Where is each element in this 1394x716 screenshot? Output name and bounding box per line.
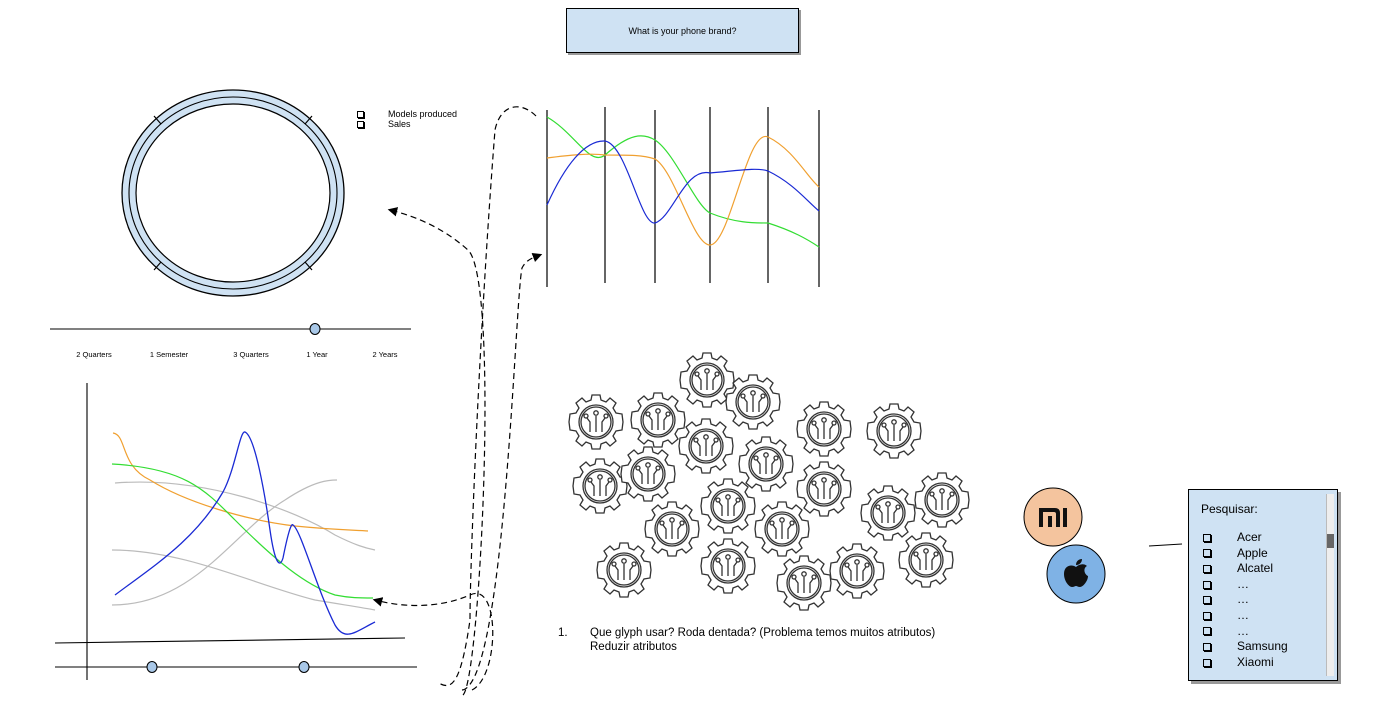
series-orange-line xyxy=(112,432,369,532)
timeline-slider[interactable] xyxy=(45,318,417,342)
parallel-coordinates-chart xyxy=(546,107,820,287)
note-line: Reduzir atributos xyxy=(590,641,677,653)
gear-icon xyxy=(644,501,700,557)
gear-icon xyxy=(860,485,916,541)
note-number: 1. xyxy=(558,627,568,639)
gear-icon xyxy=(678,418,734,474)
checkbox-icon[interactable] xyxy=(1203,549,1211,558)
gear-icon xyxy=(866,403,922,459)
timeline-label[interactable]: 3 Quarters xyxy=(233,350,269,359)
list-item[interactable]: Xiaomi xyxy=(1203,655,1288,671)
gear-icon xyxy=(898,532,954,588)
dashed-arrow xyxy=(372,592,494,691)
list-item[interactable]: … xyxy=(1203,624,1288,640)
checkbox-icon[interactable] xyxy=(357,120,364,128)
series-gray-line xyxy=(114,481,376,551)
question-text: What is your phone brand? xyxy=(628,25,737,36)
gear-icon xyxy=(700,538,756,594)
gear-icon xyxy=(738,436,794,492)
gear-icon xyxy=(725,374,781,430)
note-line: Que glyph usar? Roda dentada? (Problema … xyxy=(590,627,936,639)
legend-item-models[interactable]: Models produced xyxy=(357,109,457,119)
series-blue-line xyxy=(546,140,820,224)
search-panel-title: Pesquisar: xyxy=(1201,502,1258,516)
timeline-label[interactable]: 1 Semester xyxy=(149,350,189,359)
apple-logo[interactable] xyxy=(1046,544,1106,604)
list-item[interactable]: … xyxy=(1203,608,1288,624)
question-box: What is your phone brand? xyxy=(566,8,799,53)
series-gray-line xyxy=(111,549,376,611)
gear-icon xyxy=(630,392,686,448)
checkbox-icon[interactable] xyxy=(1203,627,1211,636)
list-item[interactable]: Acer xyxy=(1203,530,1288,546)
checkbox-icon[interactable] xyxy=(1203,564,1211,573)
gear-icon xyxy=(796,401,852,457)
xiaomi-logo[interactable] xyxy=(1023,487,1083,547)
checkbox-icon[interactable] xyxy=(1203,533,1211,542)
gear-icon xyxy=(796,461,852,517)
checkbox-icon[interactable] xyxy=(1203,580,1211,589)
gear-icon xyxy=(776,555,832,611)
timeline-label[interactable]: 2 Quarters xyxy=(76,350,112,359)
dashed-arrow xyxy=(436,106,537,686)
gear-glyph-cloud xyxy=(568,352,970,611)
timeline-label[interactable]: 2 Years xyxy=(372,350,398,359)
checkbox-icon[interactable] xyxy=(1203,642,1211,651)
timeline-label[interactable]: 1 Year xyxy=(306,350,328,359)
line-chart xyxy=(55,383,417,680)
gear-icon xyxy=(914,472,970,528)
brand-list: Acer Apple Alcatel … … … … Samsung Xiaom… xyxy=(1203,530,1288,670)
search-panel: Pesquisar: Acer Apple Alcatel … … … … Sa… xyxy=(1188,489,1338,681)
legend-item-sales[interactable]: Sales xyxy=(357,119,457,129)
series-green-line xyxy=(546,116,820,248)
range-handle-start[interactable] xyxy=(146,661,158,673)
note: 1. Que glyph usar? Roda dentada? (Problem… xyxy=(558,626,935,654)
series-orange-line xyxy=(546,136,820,246)
list-item[interactable]: … xyxy=(1203,577,1288,593)
ring-legend: Models produced Sales xyxy=(357,109,457,129)
dashed-arrow xyxy=(387,207,486,696)
series-gray-line xyxy=(111,479,338,606)
brand-logos xyxy=(1023,487,1106,604)
series-blue-line xyxy=(114,431,376,635)
list-item[interactable]: Samsung xyxy=(1203,639,1288,655)
scrollbar-thumb[interactable] xyxy=(1327,534,1334,548)
checkbox-icon[interactable] xyxy=(1203,596,1211,605)
checkbox-icon[interactable] xyxy=(1203,611,1211,620)
ring-chart xyxy=(121,89,345,297)
range-handle-end[interactable] xyxy=(298,661,310,673)
list-item[interactable]: Alcatel xyxy=(1203,561,1288,577)
gear-icon xyxy=(754,501,810,557)
checkbox-icon[interactable] xyxy=(357,110,364,118)
gear-icon xyxy=(700,478,756,534)
checkbox-icon[interactable] xyxy=(1203,658,1211,667)
list-item[interactable]: Apple xyxy=(1203,546,1288,562)
gear-icon xyxy=(568,394,624,450)
connector-line xyxy=(1148,543,1183,547)
gear-icon xyxy=(596,542,652,598)
gear-icon xyxy=(572,458,628,514)
dashed-arrow xyxy=(461,253,543,691)
gear-icon xyxy=(829,543,885,599)
timeline-handle[interactable] xyxy=(309,323,321,335)
gear-icon xyxy=(620,446,676,502)
list-item[interactable]: … xyxy=(1203,592,1288,608)
scrollbar[interactable] xyxy=(1326,494,1334,676)
series-green-line xyxy=(111,463,374,599)
